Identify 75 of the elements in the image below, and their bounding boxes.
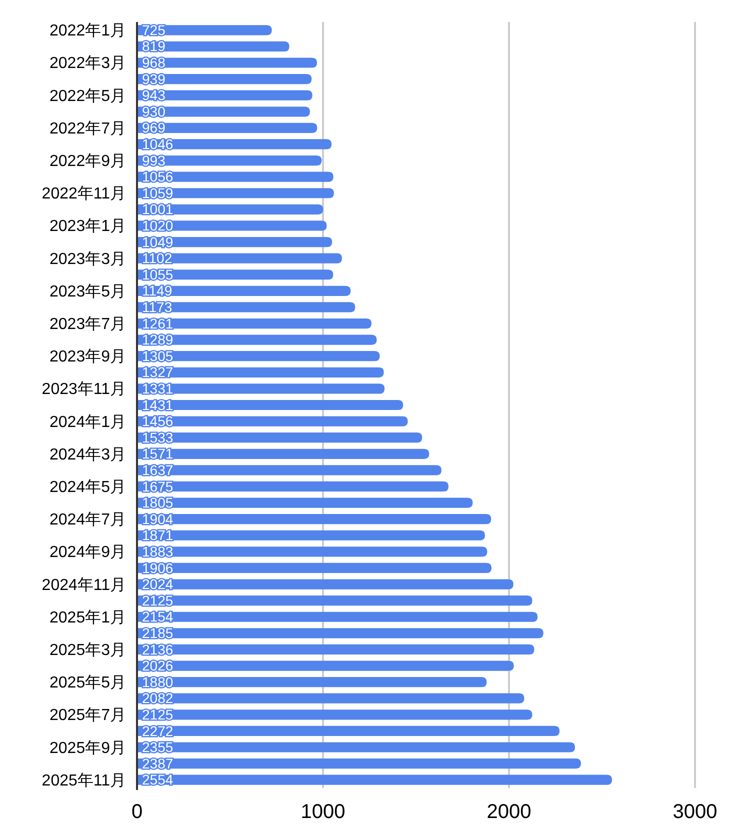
y-tick-label: 2024年5月	[50, 479, 126, 496]
data-label: 2355	[142, 739, 174, 756]
data-label: 1871	[142, 527, 174, 544]
y-tick-label: 2022年9月	[50, 153, 126, 170]
data-label: 2554	[142, 772, 174, 788]
y-tick-label: 2024年7月	[50, 512, 126, 529]
data-label: 1456	[142, 413, 174, 430]
data-label: 993	[142, 152, 166, 168]
data-label: 1261	[142, 315, 174, 332]
data-label: 1883	[142, 543, 174, 560]
data-label: 1049	[142, 234, 174, 250]
data-label: 930	[142, 103, 166, 120]
data-label: 1904	[142, 510, 174, 527]
x-tick-label: 1000	[300, 801, 346, 823]
data-label: 1571	[142, 446, 174, 462]
y-tick-label: 2023年7月	[50, 316, 126, 333]
data-label: 2185	[142, 624, 174, 641]
y-tick-label: 2025年1月	[50, 609, 126, 626]
data-label: 1055	[142, 266, 174, 282]
x-tick-label: 2000	[486, 801, 532, 823]
data-label: 968	[142, 54, 166, 71]
data-label: 2082	[142, 690, 174, 706]
y-tick-label: 2025年7月	[50, 707, 126, 724]
data-label: 1059	[142, 184, 174, 201]
y-tick-label: 2025年3月	[50, 642, 126, 659]
data-label: 2026	[142, 658, 174, 674]
y-tick-label: 2025年11月	[42, 772, 126, 790]
data-label: 2154	[142, 608, 174, 625]
y-tick-label: 2023年1月	[50, 218, 126, 236]
data-label: 1020	[142, 218, 174, 234]
y-tick-label: 2024年9月	[50, 544, 126, 562]
data-label: 1102	[142, 250, 172, 266]
y-tick-label: 2022年5月	[50, 88, 126, 105]
data-label: 1331	[142, 380, 174, 396]
data-label: 1637	[142, 462, 174, 478]
data-label: 1880	[142, 674, 174, 690]
data-label: 1056	[142, 168, 174, 185]
y-tick-label: 2022年7月	[50, 120, 126, 138]
data-label: 1675	[142, 478, 174, 494]
y-tick-label: 2025年5月	[50, 674, 126, 692]
data-label: 1305	[142, 348, 174, 364]
y-tick-label: 2022年3月	[50, 55, 126, 72]
data-label: 939	[142, 70, 166, 87]
data-label: 2272	[142, 722, 174, 739]
data-label: 2387	[142, 755, 174, 772]
data-label: 1906	[142, 560, 174, 576]
data-label: 2024	[142, 576, 174, 592]
data-label: 819	[142, 38, 166, 54]
data-label: 2125	[142, 592, 174, 608]
data-label: 1149	[142, 282, 172, 299]
data-label: 2136	[142, 641, 174, 658]
data-label: 725	[142, 22, 166, 38]
data-label: 1805	[142, 494, 174, 511]
y-tick-label: 2024年3月	[50, 446, 126, 464]
data-label: 1046	[142, 136, 174, 152]
data-label: 1533	[142, 429, 174, 446]
x-tick-label: 0	[131, 801, 143, 823]
data-label: 1431	[142, 396, 174, 413]
data-label: 1173	[142, 299, 172, 316]
data-label: 969	[142, 120, 166, 136]
data-label: 2125	[142, 706, 174, 722]
y-tick-label: 2024年11月	[42, 576, 126, 594]
y-tick-label: 2024年1月	[50, 414, 126, 431]
y-tick-label: 2022年11月	[42, 186, 126, 203]
y-tick-label: 2022年1月	[50, 22, 126, 40]
y-tick-label: 2023年3月	[50, 250, 126, 268]
data-label: 1327	[142, 364, 174, 380]
x-tick-label: 3000	[672, 801, 718, 823]
y-tick-label: 2023年5月	[50, 283, 126, 300]
data-label: 943	[142, 87, 166, 104]
y-tick-label: 2023年9月	[50, 348, 126, 366]
y-tick-label: 2025年9月	[50, 740, 126, 757]
data-label: 1289	[142, 332, 174, 348]
data-label: 1001	[142, 201, 174, 218]
y-tick-label: 2023年11月	[42, 381, 126, 398]
